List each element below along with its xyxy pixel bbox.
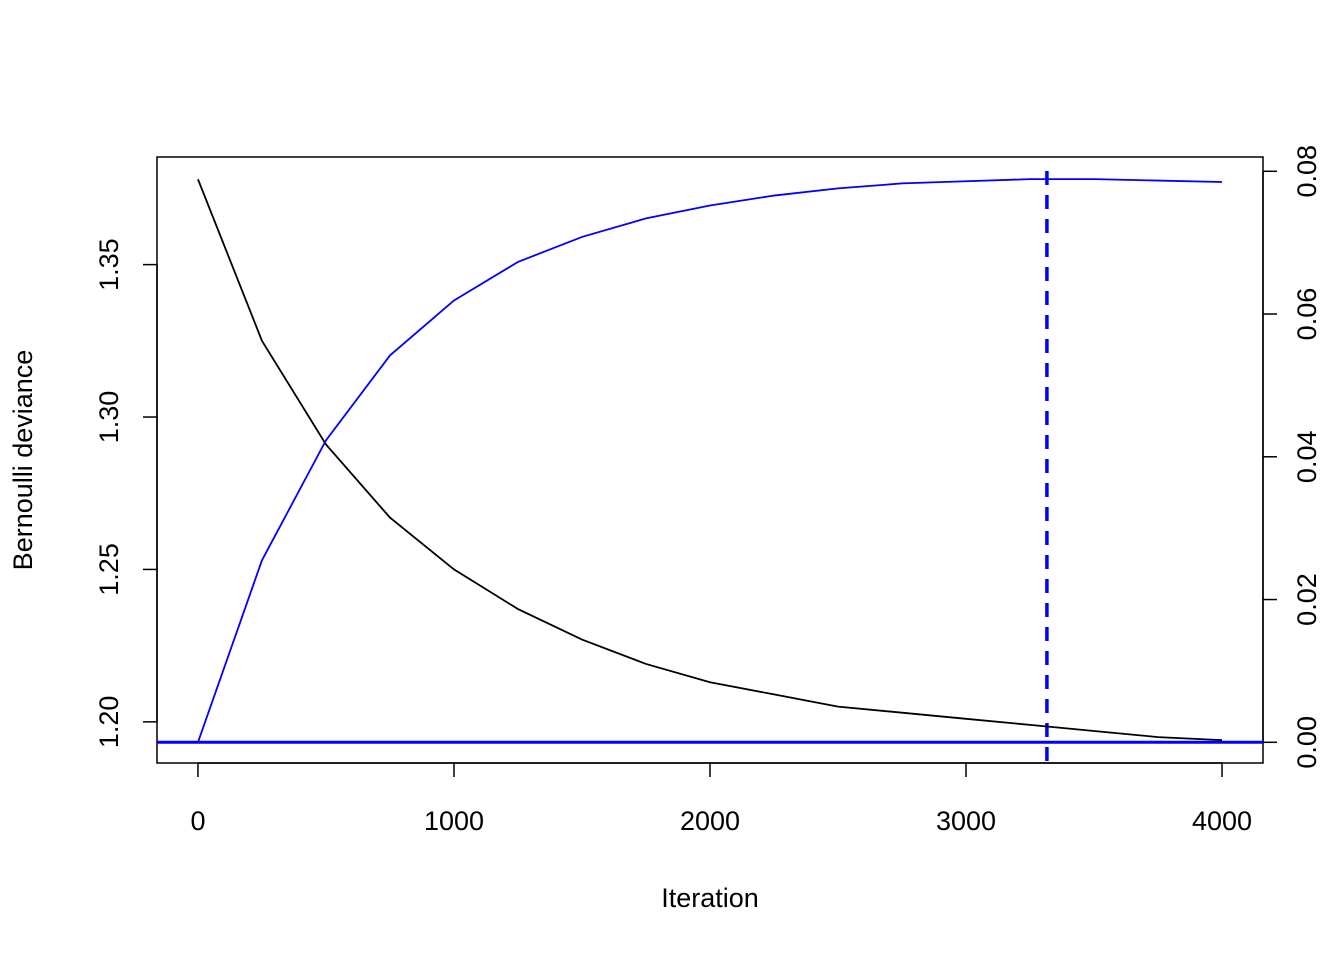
y2-tick-label: 0.02	[1292, 573, 1322, 626]
x-axis-label: Iteration	[661, 883, 759, 913]
x-tick-label: 0	[190, 806, 205, 836]
x-tick-label: 3000	[936, 806, 996, 836]
series-line	[197, 178, 1223, 742]
series-line	[197, 178, 1223, 743]
x-tick-label: 1000	[424, 806, 484, 836]
x-tick-label: 2000	[680, 806, 740, 836]
y2-tick-label: 0.08	[1292, 145, 1322, 198]
y2-tick-label: 0.04	[1292, 431, 1322, 484]
y-tick-label: 1.25	[94, 543, 124, 596]
y-tick-label: 1.35	[94, 238, 124, 291]
y-tick-label: 1.30	[94, 391, 124, 444]
y2-tick-label: 0.06	[1292, 288, 1322, 341]
y-axis-label: Bernoulli deviance	[8, 350, 38, 571]
plot-frame	[156, 156, 1264, 764]
y-tick-label: 1.20	[94, 696, 124, 749]
x-tick-label: 4000	[1192, 806, 1252, 836]
y2-tick-label: 0.00	[1292, 716, 1322, 769]
